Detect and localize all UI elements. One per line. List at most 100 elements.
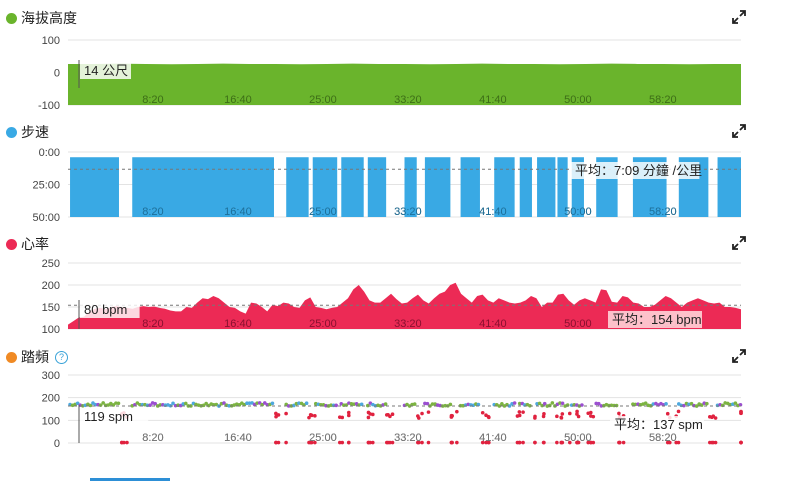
cadence-point (284, 440, 288, 445)
pace-segment (286, 157, 309, 217)
cadence-point (346, 413, 351, 418)
heart-rate-tooltip: 80 bpm (84, 302, 127, 317)
pace-segment (70, 157, 119, 217)
cadence-point (617, 440, 622, 445)
cadence-point (517, 410, 522, 414)
pace-chart: 0:00 25:00 50:00 8:20 16:40 25:00 33:20 41:40 50… (32, 147, 741, 224)
help-icon[interactable]: ? (55, 350, 68, 364)
cadence-point (517, 401, 522, 406)
cadence-point (276, 413, 281, 417)
cadence-point (383, 402, 388, 406)
cadence-point (346, 440, 351, 445)
cadence-point (537, 401, 542, 406)
x-tick-label: 58:20 (649, 206, 677, 218)
cadence-point (119, 440, 124, 445)
cadence-point (270, 401, 275, 406)
cadence-point (368, 412, 372, 416)
cadence-average-label-bg (610, 416, 704, 433)
x-tick-label: 41:40 (479, 318, 507, 330)
cadence-point (705, 401, 709, 406)
cadence-point (430, 402, 435, 406)
heart-rate-tooltip-bg (80, 301, 140, 318)
cadence-point (101, 401, 105, 405)
cadence-point (733, 401, 738, 405)
x-tick-label: 16:40 (224, 432, 252, 444)
cadence-point (713, 440, 718, 445)
cadence-point (148, 403, 152, 407)
x-tick-label: 33:20 (394, 94, 422, 106)
elevation-legend-dot (6, 12, 17, 24)
cadence-point (689, 401, 694, 406)
pace-segment (460, 157, 480, 217)
elevation-area (68, 63, 741, 105)
cadence-point (676, 409, 681, 414)
x-tick-label: 25:00 (309, 432, 337, 444)
y-tick-label: 200 (42, 393, 60, 405)
expand-icon[interactable] (732, 236, 746, 250)
cadence-point (75, 401, 80, 406)
y-tick-label: 100 (42, 35, 60, 47)
heart-rate-average-label-bg (608, 311, 702, 328)
heart-rate-panel: 心率 250 200 150 100 8:20 16:40 25:00 33:20 41:40 5… (0, 234, 808, 342)
cadence-point (425, 401, 430, 406)
cadence-point (497, 404, 502, 408)
cadence-point (420, 411, 424, 416)
x-tick-label: 16:40 (224, 94, 252, 106)
expand-icon[interactable] (732, 349, 746, 363)
cadence-point (560, 401, 565, 406)
x-tick-label: 8:20 (142, 432, 163, 444)
x-tick-label: 58:20 (649, 94, 677, 106)
heart-rate-header: 心率 (6, 234, 49, 254)
cadence-point (617, 411, 621, 416)
x-tick-label: 41:40 (479, 432, 507, 444)
pace-average-label: 平均：7:09 分鐘 /公里 (575, 163, 702, 178)
cadence-point (390, 412, 395, 416)
cadence-point (682, 403, 686, 408)
x-tick-label: 8:20 (142, 94, 163, 106)
pace-header: 步速 (6, 122, 49, 142)
cadence-point (135, 401, 140, 405)
cadence-point (222, 401, 226, 405)
x-tick-label: 58:20 (649, 432, 677, 444)
pace-segment (367, 157, 387, 217)
y-tick-label: 0 (54, 68, 60, 80)
cadence-point (450, 414, 454, 418)
cadence-point (559, 416, 564, 420)
cadence-point (576, 414, 581, 419)
cadence-point (313, 440, 317, 445)
y-tick-label: 250 (42, 258, 60, 270)
cadence-point (521, 410, 525, 414)
y-tick-label: 0 (54, 438, 60, 450)
y-tick-label: 300 (42, 370, 60, 382)
expand-icon[interactable] (732, 10, 746, 24)
cadence-point (738, 402, 743, 407)
x-tick-label: 50:00 (564, 432, 592, 444)
x-tick-label: 16:40 (224, 432, 252, 444)
pace-panel: 步速 0:00 25:00 50:00 8:20 16:40 25:00 33:20 41:4… (0, 122, 808, 228)
cadence-point (346, 410, 351, 415)
elevation-tooltip: 14 公尺 (84, 63, 128, 78)
x-tick-label: 41:40 (479, 94, 507, 106)
cadence-point (204, 401, 208, 406)
cadence-point (448, 402, 453, 407)
cadence-point (426, 440, 431, 445)
cadence-point (307, 440, 311, 445)
cadence-point (388, 414, 392, 419)
x-tick-label: 33:20 (394, 318, 422, 330)
cadence-point (575, 409, 579, 414)
cadence-point (359, 402, 364, 407)
cadence-point (621, 440, 626, 445)
elevation-title: 海拔高度 (21, 10, 77, 26)
cadence-point (541, 414, 546, 419)
pace-segment (494, 157, 515, 217)
active-tab-indicator[interactable] (90, 478, 170, 481)
cadence-point (541, 440, 546, 445)
cadence-title: 踏頻 (21, 349, 49, 365)
x-tick-label: 16:40 (224, 318, 252, 330)
heart-rate-legend-dot (6, 238, 17, 250)
expand-icon[interactable] (732, 124, 746, 138)
cadence-point (500, 401, 504, 406)
cadence-point (329, 403, 333, 407)
elevation-chart: 100 0 -100 8:20 16:40 25:00 33:20 41:40 50:00 58:… (38, 35, 741, 112)
y-tick-label: 50:00 (32, 212, 60, 224)
